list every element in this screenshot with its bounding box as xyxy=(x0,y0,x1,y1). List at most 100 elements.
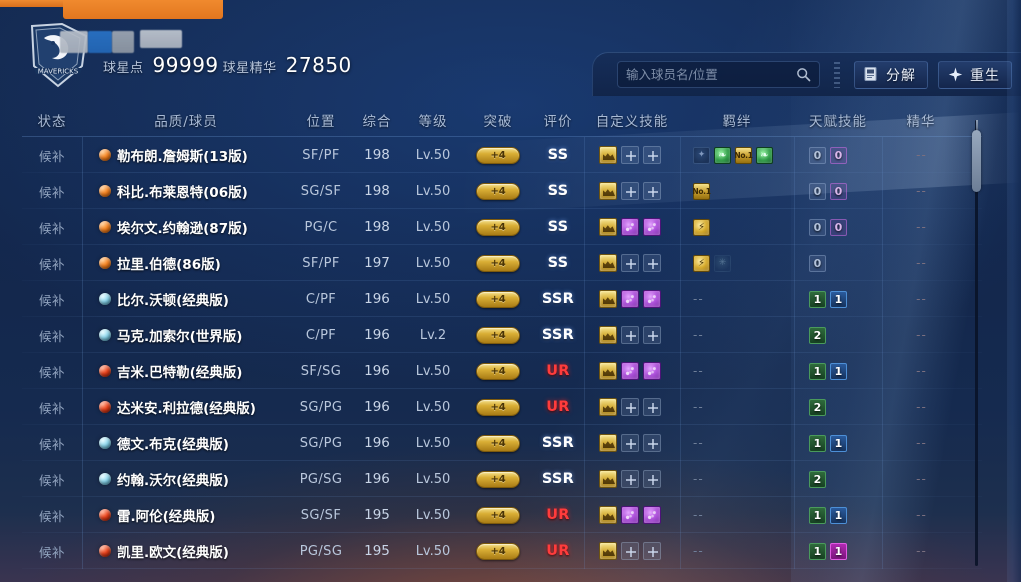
cell-bonds[interactable]: -- xyxy=(680,281,794,317)
custom-skill-purple-icon[interactable] xyxy=(621,506,639,524)
cell-player[interactable]: 勒布朗.詹姆斯(13版) xyxy=(82,137,290,173)
cell-breakthrough[interactable]: +4 xyxy=(464,281,532,317)
custom-skill-crown-icon[interactable] xyxy=(599,146,617,164)
cell-breakthrough[interactable]: +4 xyxy=(464,497,532,533)
cell-custom-skills[interactable] xyxy=(584,461,680,497)
custom-skill-crown-icon[interactable] xyxy=(599,542,617,560)
talent-badge[interactable]: 1 xyxy=(830,290,847,308)
cell-player[interactable]: 吉米.巴特勒(经典版) xyxy=(82,353,290,389)
cell-player[interactable]: 比尔.沃顿(经典版) xyxy=(82,281,290,317)
search-input[interactable] xyxy=(626,67,796,82)
talent-badge[interactable]: 1 xyxy=(830,434,847,452)
talent-badge[interactable]: 0 xyxy=(809,218,826,236)
talent-badge[interactable]: 0 xyxy=(830,182,847,200)
cell-breakthrough[interactable]: +4 xyxy=(464,173,532,209)
cell-player[interactable]: 拉里.伯德(86版) xyxy=(82,245,290,281)
custom-skill-crown-icon[interactable] xyxy=(599,254,617,272)
cell-custom-skills[interactable] xyxy=(584,317,680,353)
custom-skill-empty-icon[interactable] xyxy=(621,542,639,560)
talent-badge[interactable]: 1 xyxy=(809,362,826,380)
custom-skill-purple-icon[interactable] xyxy=(621,290,639,308)
cell-custom-skills[interactable] xyxy=(584,425,680,461)
scrollbar-track[interactable] xyxy=(975,120,978,566)
custom-skill-empty-icon[interactable] xyxy=(643,434,661,452)
cell-talent-skills[interactable]: 2 xyxy=(794,389,882,425)
cell-player[interactable]: 马克.加索尔(世界版) xyxy=(82,317,290,353)
custom-skill-purple-icon[interactable] xyxy=(643,506,661,524)
breakthrough-badge[interactable]: +4 xyxy=(476,362,520,380)
table-row[interactable]: 候补 比尔.沃顿(经典版) C/PF 196 Lv.50 +4 SSR -- 1… xyxy=(22,281,982,317)
talent-badge[interactable]: 1 xyxy=(830,542,847,560)
cell-breakthrough[interactable]: +4 xyxy=(464,137,532,173)
talent-badge[interactable]: 2 xyxy=(809,470,826,488)
cell-bonds[interactable]: -- xyxy=(680,533,794,569)
bond-gold-icon[interactable] xyxy=(693,218,710,236)
talent-badge[interactable]: 1 xyxy=(809,434,826,452)
search-icon[interactable] xyxy=(796,67,811,82)
breakthrough-badge[interactable]: +4 xyxy=(476,218,520,236)
talent-badge[interactable]: 0 xyxy=(809,254,826,272)
cell-breakthrough[interactable]: +4 xyxy=(464,317,532,353)
custom-skill-purple-icon[interactable] xyxy=(621,218,639,236)
custom-skill-empty-icon[interactable] xyxy=(621,254,639,272)
custom-skill-purple-icon[interactable] xyxy=(621,362,639,380)
bond-no1-icon[interactable]: No.1 xyxy=(692,182,711,200)
cell-breakthrough[interactable]: +4 xyxy=(464,389,532,425)
bond-faded-icon[interactable] xyxy=(714,254,731,272)
breakthrough-badge[interactable]: +4 xyxy=(476,470,520,488)
cell-player[interactable]: 德文.布克(经典版) xyxy=(82,425,290,461)
custom-skill-crown-icon[interactable] xyxy=(599,182,617,200)
custom-skill-purple-icon[interactable] xyxy=(643,218,661,236)
custom-skill-crown-icon[interactable] xyxy=(599,362,617,380)
custom-skill-empty-icon[interactable] xyxy=(621,326,639,344)
custom-skill-empty-icon[interactable] xyxy=(643,470,661,488)
cell-talent-skills[interactable]: 2 xyxy=(794,317,882,353)
cell-bonds[interactable]: No.1 xyxy=(680,173,794,209)
cell-bonds[interactable]: -- xyxy=(680,461,794,497)
custom-skill-crown-icon[interactable] xyxy=(599,290,617,308)
custom-skill-crown-icon[interactable] xyxy=(599,470,617,488)
breakthrough-badge[interactable]: +4 xyxy=(476,434,520,452)
cell-bonds[interactable]: -- xyxy=(680,425,794,461)
talent-badge[interactable]: 0 xyxy=(809,182,826,200)
custom-skill-empty-icon[interactable] xyxy=(621,470,639,488)
cell-talent-skills[interactable]: 2 xyxy=(794,461,882,497)
cell-bonds[interactable]: -- xyxy=(680,353,794,389)
cell-breakthrough[interactable]: +4 xyxy=(464,533,532,569)
table-row[interactable]: 候补 达米安.利拉德(经典版) SG/PG 196 Lv.50 +4 UR --… xyxy=(22,389,982,425)
search-box[interactable] xyxy=(617,61,820,88)
bond-green-icon[interactable] xyxy=(714,146,731,164)
breakthrough-badge[interactable]: +4 xyxy=(476,182,520,200)
cell-breakthrough[interactable]: +4 xyxy=(464,353,532,389)
cell-bonds[interactable] xyxy=(680,245,794,281)
cell-bonds[interactable] xyxy=(680,209,794,245)
cell-custom-skills[interactable] xyxy=(584,173,680,209)
decompose-button[interactable]: 分解 xyxy=(854,60,928,89)
cell-player[interactable]: 凯里.欧文(经典版) xyxy=(82,533,290,569)
table-row[interactable]: 候补 科比.布莱恩特(06版) SG/SF 198 Lv.50 +4 SS No… xyxy=(22,173,982,209)
talent-badge[interactable]: 1 xyxy=(830,506,847,524)
cell-custom-skills[interactable] xyxy=(584,209,680,245)
custom-skill-empty-icon[interactable] xyxy=(643,398,661,416)
custom-skill-crown-icon[interactable] xyxy=(599,326,617,344)
rebirth-button[interactable]: 重生 xyxy=(938,60,1012,89)
talent-badge[interactable]: 1 xyxy=(809,506,826,524)
breakthrough-badge[interactable]: +4 xyxy=(476,398,520,416)
cell-breakthrough[interactable]: +4 xyxy=(464,209,532,245)
talent-badge[interactable]: 0 xyxy=(809,146,826,164)
custom-skill-empty-icon[interactable] xyxy=(621,398,639,416)
custom-skill-empty-icon[interactable] xyxy=(643,326,661,344)
breakthrough-badge[interactable]: +4 xyxy=(476,254,520,272)
custom-skill-purple-icon[interactable] xyxy=(643,290,661,308)
table-row[interactable]: 候补 拉里.伯德(86版) SF/PF 197 Lv.50 +4 SS 0 -- xyxy=(22,245,982,281)
bond-gold-icon[interactable] xyxy=(693,254,710,272)
cell-player[interactable]: 科比.布莱恩特(06版) xyxy=(82,173,290,209)
table-row[interactable]: 候补 约翰.沃尔(经典版) PG/SG 196 Lv.50 +4 SSR -- … xyxy=(22,461,982,497)
custom-skill-empty-icon[interactable] xyxy=(643,182,661,200)
talent-badge[interactable]: 1 xyxy=(809,542,826,560)
